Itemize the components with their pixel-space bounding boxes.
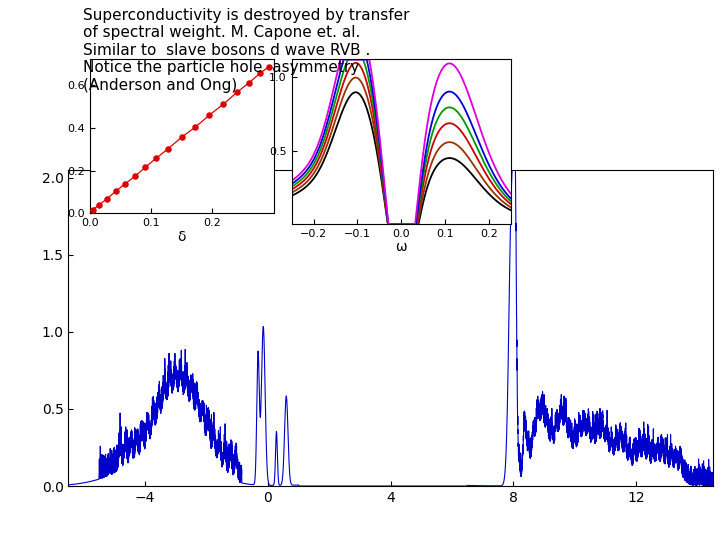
- Point: [110, 187, 122, 195]
- Point: [263, 63, 274, 71]
- Point: [129, 172, 140, 181]
- X-axis label: ω: ω: [395, 240, 408, 254]
- Point: [189, 123, 201, 131]
- Point: [87, 205, 99, 214]
- Point: [204, 111, 215, 119]
- Point: [140, 163, 151, 172]
- Point: [254, 69, 266, 78]
- Point: [94, 200, 105, 209]
- Point: [231, 88, 243, 97]
- Point: [119, 180, 130, 188]
- Text: Superconductivity is destroyed by transfer
of spectral weight. M. Capone et. al.: Superconductivity is destroyed by transf…: [83, 8, 409, 93]
- Point: [163, 144, 174, 153]
- X-axis label: δ: δ: [178, 230, 186, 244]
- Point: [243, 78, 255, 87]
- Point: [176, 133, 187, 141]
- Point: [150, 154, 162, 163]
- Point: [217, 100, 229, 109]
- Point: [102, 194, 113, 203]
